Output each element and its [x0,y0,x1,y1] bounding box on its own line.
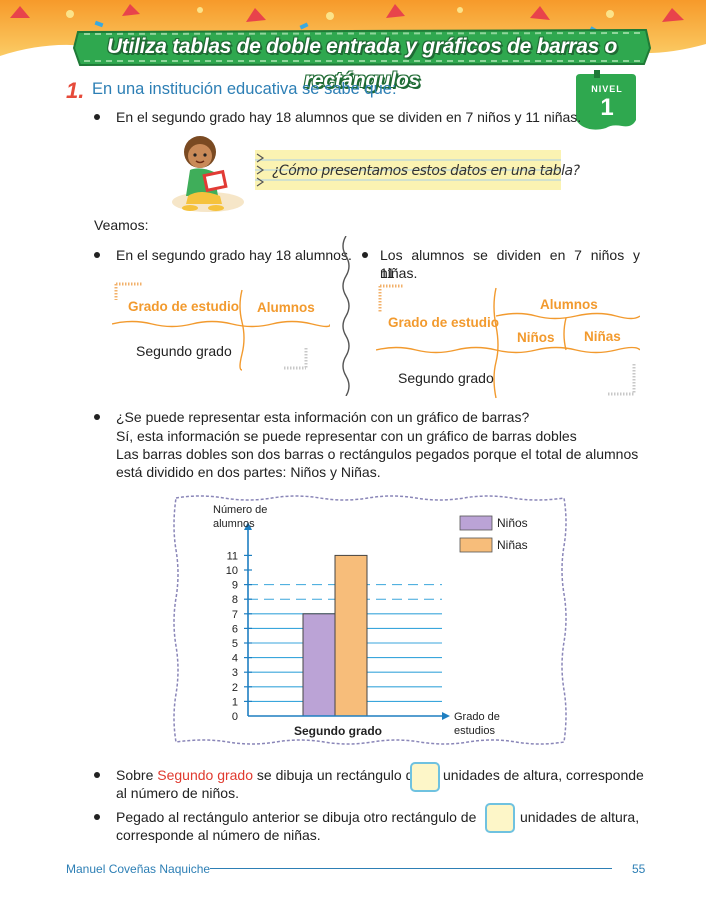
y-tick-label: 2 [232,682,238,694]
question-line3: Las barras dobles son dos barras o rectá… [116,446,639,462]
y-axis-label-line2: alumnos [213,518,255,530]
chart-bars [302,554,368,717]
y-tick-label: 4 [232,653,238,665]
speech-note [255,150,561,190]
left-header-alumnos: Alumnos [257,300,315,315]
question-line1: ¿Se puede representar esta información c… [116,409,530,425]
double-bar-chart: 0 1 2 3 4 5 6 7 8 9 10 11 Número de alumnos Grado d… [213,504,528,738]
footer-line [210,868,612,869]
y-tick-label: 5 [232,638,238,650]
instruction-2-line2: corresponde al número de niñas. [116,827,321,843]
right-header-alumnos: Alumnos [540,297,598,312]
column-divider [342,236,350,396]
instruction-1-line1: Sobre Segundo grado se dibuja un rectáng… [116,766,421,784]
answer-box-ninas[interactable] [485,803,515,833]
bullet [94,114,100,120]
legend-swatch-ninos [459,515,493,531]
instruction-2-pre: Pegado al rectángulo anterior se dibuja … [116,809,477,825]
y-axis-arrow [244,522,252,530]
question-line2: Sí, esta información se puede representa… [116,428,577,444]
right-header-ninos: Niños [517,330,555,345]
answer-box-ninos[interactable] [410,762,440,792]
left-bullet-text: En el segundo grado hay 18 alumnos. [116,247,352,263]
category-label: Segundo grado [294,724,382,738]
child-reading-illustration [172,136,244,212]
level-number: 1 [600,94,614,121]
bullet [94,772,100,778]
instruction-1-pre: Sobre [116,767,154,783]
y-tick-label: 6 [232,623,238,635]
left-row-label: Segundo grado [136,343,232,359]
veamos-label: Veamos: [94,217,149,233]
question-line4: está dividido en dos partes: Niños y Niñ… [116,464,381,480]
footer-author: Manuel Coveñas Naquiche [66,862,211,876]
right-bullet-line1: Los alumnos se dividen en 7 niños y 11 [380,247,640,281]
speech-text: ¿Cómo presentamos estos datos en una tab… [272,163,580,179]
y-tick-label: 10 [226,565,238,577]
double-entry-table-lines [376,284,640,399]
exercise-intro: En una institución educativa se sabe que… [92,80,397,98]
legend-label-ninas: Niñas [497,538,528,552]
x-axis-arrow [442,712,450,720]
bullet [94,414,100,420]
right-header-grado: Grado de estudio [388,315,500,330]
instruction-1-highlight: Segundo grado [157,767,254,783]
exercise-fact: En el segundo grado hay 18 alumnos que s… [116,109,582,125]
level-badge [576,70,636,130]
y-tick-label: 7 [232,609,238,621]
x-axis-label-line2: estudios [454,725,495,737]
bar-ninos [302,613,336,717]
y-tick-label: 8 [232,594,238,606]
legend-swatch-ninas [459,537,493,553]
chart-axes [244,522,450,720]
left-header-grado: Grado de estudio [128,299,240,314]
y-tick-label: 0 [232,711,238,723]
instruction-1-post: unidades de altura, corresponde [443,767,644,783]
title-banner [72,28,652,66]
level-label: NIVEL [591,84,623,94]
exercise-number: 1. [66,78,85,103]
instruction-2-post: unidades de altura, [520,809,640,825]
y-tick-label: 11 [227,550,238,562]
chart-legend: Niños Niñas [459,515,528,553]
legend-label-ninos: Niños [497,516,528,530]
y-tick-label: 1 [232,696,238,708]
right-header-ninas: Niñas [584,329,621,344]
x-axis-label-line1: Grado de [454,711,500,723]
bullet [94,252,100,258]
bullet [362,252,368,258]
bar-ninas [334,554,368,717]
y-tick-label: 9 [232,580,238,592]
right-row-label: Segundo grado [398,370,494,386]
simple-table-lines [112,282,330,371]
instruction-1-mid: se dibuja un rectángulo de [256,767,422,783]
instruction-1-line2: al número de niños. [116,785,239,801]
y-axis-label-line1: Número de [213,504,267,516]
chart-y-ticks: 0 1 2 3 4 5 6 7 8 9 10 11 [226,550,252,723]
y-tick-label: 3 [232,667,238,679]
chart-frame [173,495,567,745]
page-number: 55 [632,862,646,876]
right-bullet-line2: niñas. [380,265,418,281]
page-title: Utiliza tablas de doble entrada y gráfic… [106,35,618,92]
bullet [94,814,100,820]
